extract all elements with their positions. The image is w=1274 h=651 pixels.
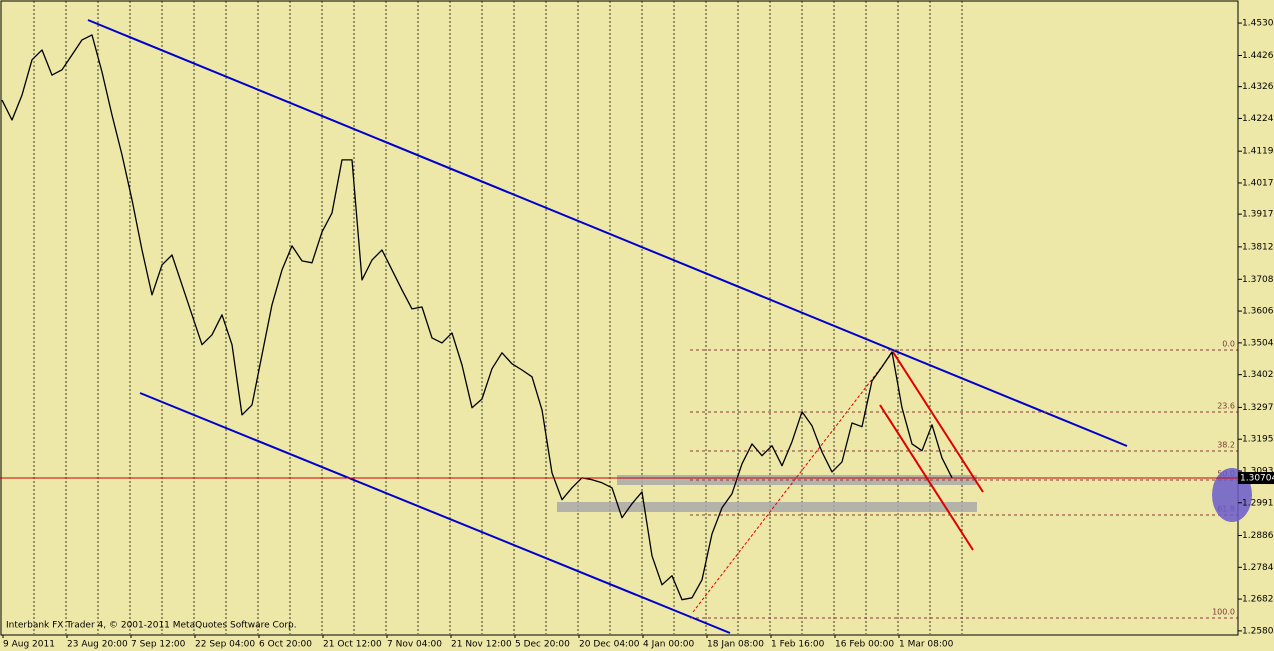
y-tick-label: 1.25800: [1242, 626, 1274, 636]
x-tick-label: 22 Sep 04:00: [195, 640, 255, 650]
trend-line: [139, 392, 731, 634]
x-tick-label: 9 Aug 2011: [3, 640, 55, 650]
fibo-label: 100.0: [1212, 608, 1235, 617]
trend-line: [879, 404, 974, 551]
vertical-grid: [33, 1, 963, 634]
watermark: Interbank FX Trader 4, © 2001-2011 MetaQ…: [6, 621, 297, 631]
y-tick-label: 1.43260: [1242, 82, 1274, 92]
x-tick-label: 1 Mar 08:00: [899, 640, 954, 650]
x-tick-label: 5 Dec 20:00: [515, 640, 570, 650]
y-tick-label: 1.44260: [1242, 51, 1274, 61]
support-band: [557, 502, 977, 512]
y-tick-label: 1.31950: [1242, 435, 1274, 445]
x-tick-label: 16 Feb 00:00: [835, 640, 894, 650]
y-tick-label: 1.26820: [1242, 595, 1274, 605]
y-tick-label: 1.32970: [1242, 403, 1274, 413]
y-tick-label: 1.30930: [1242, 466, 1274, 476]
y-tick-label: 1.37080: [1242, 275, 1274, 285]
y-tick-label: 1.39170: [1242, 210, 1274, 220]
y-tick-label: 1.38120: [1242, 242, 1274, 252]
y-tick-label: 1.27840: [1242, 563, 1274, 573]
trend-line: [87, 19, 1128, 447]
plot: [1, 34, 953, 601]
x-tick-label: 21 Nov 12:00: [451, 640, 512, 650]
x-tick-label: 7 Nov 04:00: [387, 640, 442, 650]
current-price-box: [1238, 472, 1274, 485]
y-tick-label: 1.29910: [1242, 498, 1274, 508]
x-tick-label: 7 Sep 12:00: [131, 640, 186, 650]
x-tick-label: 1 Feb 16:00: [771, 640, 825, 650]
x-tick-label: 21 Oct 12:00: [323, 640, 382, 650]
current-price-label: 1.30704: [1240, 474, 1274, 484]
x-tick-label: 4 Jan 00:00: [643, 640, 695, 650]
fibo-label: 38.2: [1217, 441, 1235, 450]
y-tick-label: 1.35040: [1242, 338, 1274, 348]
y-tick-label: 1.41190: [1242, 147, 1274, 157]
x-tick-label: 23 Aug 20:00: [67, 640, 128, 650]
fibo-label: 23.6: [1217, 402, 1235, 411]
x-tick-label: 6 Oct 20:00: [259, 640, 312, 650]
plot-frame: [0, 0, 1239, 636]
support-band: [617, 475, 977, 485]
x-tick-label: 18 Jan 08:00: [707, 640, 764, 650]
price-line: [1, 34, 953, 601]
y-tick-label: 1.36060: [1242, 307, 1274, 317]
y-tick-label: 1.45300: [1242, 19, 1274, 29]
fibo-label: 0.0: [1222, 340, 1235, 349]
y-tick-label: 1.40170: [1242, 178, 1274, 188]
y-tick-label: 1.42240: [1242, 114, 1274, 124]
y-tick-label: 1.28860: [1242, 531, 1274, 541]
y-tick-label: 1.34020: [1242, 370, 1274, 380]
x-tick-label: 20 Dec 04:00: [579, 640, 640, 650]
trend-line: [892, 351, 984, 493]
